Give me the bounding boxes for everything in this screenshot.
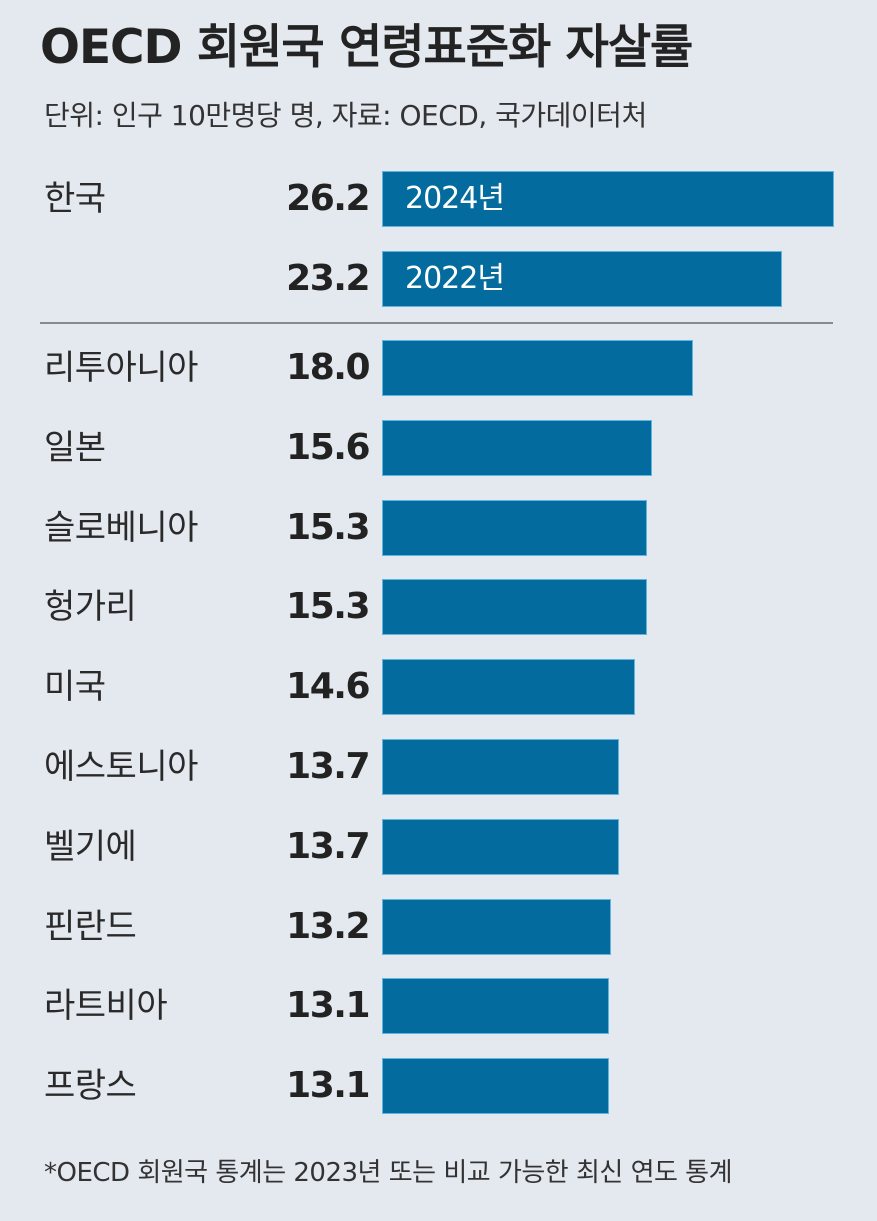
- country-label: 슬로베니아: [44, 507, 198, 548]
- country-label: 일본: [44, 427, 106, 468]
- country-label: 한국: [44, 179, 106, 219]
- country-label: 라트비아: [44, 986, 168, 1027]
- bar-row: 슬로베니아 15.3: [0, 500, 877, 556]
- bar: [383, 500, 646, 555]
- chart-subtitle: 단위: 인구 10만명당 명, 자료: OECD, 국가데이터처: [44, 99, 647, 132]
- bar: [383, 1059, 608, 1114]
- bar: [383, 979, 608, 1034]
- country-label: 에스토니아: [44, 747, 198, 787]
- country-label: 리투아니아: [44, 348, 198, 388]
- value-label: 13.1: [286, 985, 370, 1027]
- value-label: 15.6: [286, 426, 370, 468]
- bar: [383, 341, 692, 395]
- bar: [383, 819, 618, 874]
- bar-row: 프랑스 13.1: [0, 1058, 877, 1114]
- value-label: 18.0: [286, 347, 370, 388]
- chart-title: OECD 회원국 연령표준화 자살률: [40, 20, 693, 75]
- value-label: 13.1: [286, 1065, 370, 1107]
- value-label: 26.2: [286, 178, 370, 219]
- bar-row-korea: 한국 26.2 2024년: [0, 171, 877, 227]
- value-label: 13.7: [286, 746, 370, 787]
- bar-row-korea: 23.2 2022년: [0, 251, 877, 307]
- year-label: 2022년: [405, 261, 505, 296]
- bar: [383, 420, 651, 475]
- year-label: 2024년: [405, 181, 505, 216]
- value-label: 15.3: [286, 506, 370, 548]
- value-label: 23.2: [286, 258, 370, 299]
- country-label: 프랑스: [44, 1066, 137, 1107]
- value-label: 14.6: [286, 666, 370, 708]
- bar-row: 헝가리 15.3: [0, 579, 877, 635]
- bar-row: 일본 15.6: [0, 420, 877, 476]
- bar: [383, 740, 618, 794]
- bar-row: 미국 14.6: [0, 659, 877, 715]
- bar: 2024년: [383, 172, 833, 226]
- bar: [383, 899, 610, 954]
- separator-line: [40, 322, 833, 324]
- bar-row: 리투아니아 18.0: [0, 340, 877, 396]
- value-label: 13.7: [286, 825, 370, 867]
- footnote: *OECD 회원국 통계는 2023년 또는 비교 가능한 최신 연도 통계: [44, 1158, 733, 1188]
- bar: 2022년: [383, 252, 781, 306]
- bar-row: 핀란드 13.2: [0, 899, 877, 955]
- country-label: 미국: [44, 667, 106, 708]
- value-label: 13.2: [286, 905, 370, 947]
- bar-row: 에스토니아 13.7: [0, 739, 877, 795]
- bar: [383, 660, 634, 715]
- country-label: 헝가리: [44, 587, 137, 628]
- country-label: 핀란드: [44, 906, 137, 947]
- country-label: 벨기에: [44, 826, 137, 867]
- bar-row: 벨기에 13.7: [0, 819, 877, 875]
- bar-row: 라트비아 13.1: [0, 978, 877, 1034]
- bar: [383, 580, 646, 635]
- value-label: 15.3: [286, 586, 370, 628]
